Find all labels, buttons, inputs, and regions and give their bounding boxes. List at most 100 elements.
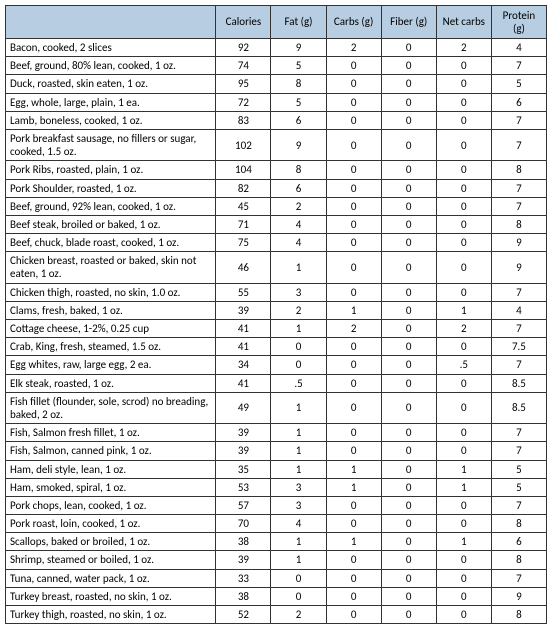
value-cell: 0 — [381, 356, 436, 374]
value-cell: 0 — [326, 283, 381, 301]
value-cell: 0 — [381, 424, 436, 442]
value-cell: 0 — [436, 161, 491, 179]
table-row: Turkey breast, roasted, no skin, 1 oz.38… — [6, 587, 547, 605]
value-cell: 0 — [326, 551, 381, 569]
value-cell: 4 — [271, 215, 326, 233]
food-cell: Beef, ground, 92% lean, cooked, 1 oz. — [6, 197, 216, 215]
value-cell: 0 — [436, 392, 491, 423]
col-fiber: Fiber (g) — [381, 6, 436, 39]
value-cell: 92 — [216, 39, 271, 57]
value-cell: 1 — [271, 252, 326, 283]
food-cell: Scallops, baked or broiled, 1 oz. — [6, 533, 216, 551]
value-cell: 35 — [216, 460, 271, 478]
value-cell: 9 — [491, 252, 546, 283]
value-cell: 7 — [491, 424, 546, 442]
value-cell: 0 — [381, 442, 436, 460]
value-cell: 0 — [381, 39, 436, 57]
value-cell: 41 — [216, 320, 271, 338]
food-cell: Beef steak, broiled or baked, 1 oz. — [6, 215, 216, 233]
value-cell: 0 — [326, 234, 381, 252]
food-cell: Ham, smoked, spiral, 1 oz. — [6, 478, 216, 496]
value-cell: 38 — [216, 587, 271, 605]
value-cell: 0 — [436, 569, 491, 587]
value-cell: 0 — [436, 442, 491, 460]
table-row: Cottage cheese, 1-2%, 0.25 cup4112027 — [6, 320, 547, 338]
value-cell: 4 — [491, 301, 546, 319]
value-cell: 0 — [271, 587, 326, 605]
value-cell: 0 — [326, 442, 381, 460]
value-cell: 0 — [326, 93, 381, 111]
value-cell: 41 — [216, 338, 271, 356]
food-cell: Cottage cheese, 1-2%, 0.25 cup — [6, 320, 216, 338]
value-cell: 1 — [271, 533, 326, 551]
value-cell: 0 — [271, 338, 326, 356]
food-cell: Clams, fresh, baked, 1 oz. — [6, 301, 216, 319]
value-cell: .5 — [271, 374, 326, 392]
value-cell: 0 — [381, 57, 436, 75]
value-cell: 5 — [271, 93, 326, 111]
value-cell: 0 — [381, 283, 436, 301]
value-cell: 83 — [216, 111, 271, 129]
value-cell: 9 — [271, 129, 326, 160]
value-cell: 2 — [436, 39, 491, 57]
value-cell: 0 — [271, 569, 326, 587]
table-body: Bacon, cooked, 2 slices9292024Beef, grou… — [6, 39, 547, 624]
value-cell: 102 — [216, 129, 271, 160]
value-cell: 57 — [216, 496, 271, 514]
value-cell: 39 — [216, 424, 271, 442]
col-netcarbs: Net carbs — [436, 6, 491, 39]
table-row: Beef, chuck, blade roast, cooked, 1 oz.7… — [6, 234, 547, 252]
value-cell: 1 — [436, 301, 491, 319]
value-cell: 2 — [326, 320, 381, 338]
value-cell: 7 — [491, 320, 546, 338]
value-cell: 5 — [271, 57, 326, 75]
value-cell: 1 — [436, 478, 491, 496]
value-cell: 9 — [491, 587, 546, 605]
food-cell: Fish, Salmon fresh fillet, 1 oz. — [6, 424, 216, 442]
food-cell: Chicken breast, roasted or baked, skin n… — [6, 252, 216, 283]
value-cell: 0 — [326, 161, 381, 179]
table-row: Beef, ground, 92% lean, cooked, 1 oz.452… — [6, 197, 547, 215]
value-cell: 0 — [381, 215, 436, 233]
table-row: Egg whites, raw, large egg, 2 ea.34000.5… — [6, 356, 547, 374]
value-cell: 9 — [491, 234, 546, 252]
food-cell: Pork roast, loin, cooked, 1 oz. — [6, 515, 216, 533]
value-cell: 53 — [216, 478, 271, 496]
value-cell: 0 — [326, 179, 381, 197]
table-row: Clams, fresh, baked, 1 oz.3921014 — [6, 301, 547, 319]
value-cell: 4 — [271, 234, 326, 252]
value-cell: 41 — [216, 374, 271, 392]
value-cell: 7 — [491, 283, 546, 301]
table-row: Chicken thigh, roasted, no skin, 1.0 oz.… — [6, 283, 547, 301]
value-cell: 4 — [491, 39, 546, 57]
value-cell: 0 — [436, 111, 491, 129]
value-cell: 7 — [491, 356, 546, 374]
col-fat: Fat (g) — [271, 6, 326, 39]
table-row: Pork Ribs, roasted, plain, 1 oz.10480008 — [6, 161, 547, 179]
value-cell: 0 — [381, 606, 436, 624]
value-cell: 7.5 — [491, 338, 546, 356]
value-cell: 34 — [216, 356, 271, 374]
value-cell: 0 — [326, 215, 381, 233]
value-cell: 7 — [491, 179, 546, 197]
value-cell: .5 — [436, 356, 491, 374]
food-cell: Turkey thigh, roasted, no skin, 1 oz. — [6, 606, 216, 624]
col-food — [6, 6, 216, 39]
value-cell: 0 — [326, 587, 381, 605]
value-cell: 39 — [216, 301, 271, 319]
value-cell: 7 — [491, 129, 546, 160]
value-cell: 2 — [271, 606, 326, 624]
value-cell: 1 — [271, 320, 326, 338]
table-row: Turkey thigh, roasted, no skin, 1 oz.522… — [6, 606, 547, 624]
value-cell: 0 — [436, 283, 491, 301]
value-cell: 52 — [216, 606, 271, 624]
food-cell: Lamb, boneless, cooked, 1 oz. — [6, 111, 216, 129]
value-cell: 6 — [271, 179, 326, 197]
value-cell: 1 — [271, 424, 326, 442]
value-cell: 8 — [271, 161, 326, 179]
food-cell: Chicken thigh, roasted, no skin, 1.0 oz. — [6, 283, 216, 301]
value-cell: 1 — [436, 460, 491, 478]
value-cell: 4 — [271, 515, 326, 533]
value-cell: 72 — [216, 93, 271, 111]
value-cell: 7 — [491, 111, 546, 129]
